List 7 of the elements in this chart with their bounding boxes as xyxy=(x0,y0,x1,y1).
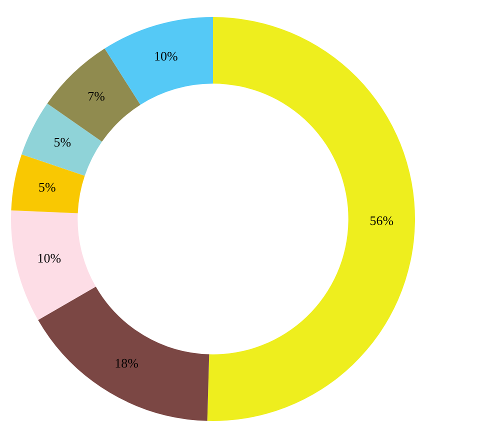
data-label: 10% xyxy=(37,250,62,266)
data-label: 7% xyxy=(88,88,106,104)
data-label: 18% xyxy=(114,355,139,370)
data-label: 5% xyxy=(54,134,72,150)
data-label: 56% xyxy=(370,212,394,228)
data-label: 10% xyxy=(154,48,178,64)
data-label: 5% xyxy=(38,180,56,195)
